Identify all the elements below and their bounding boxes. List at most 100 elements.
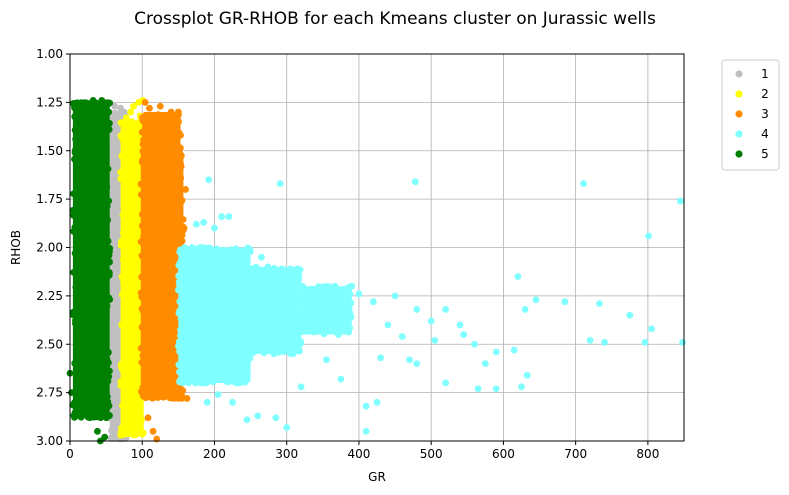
cluster-2-point (131, 120, 139, 128)
cluster-3-point (140, 340, 148, 348)
cluster-4-dense-region (178, 247, 251, 383)
cluster-4-point (177, 246, 184, 254)
cluster-3-dense-region (140, 150, 184, 399)
cluster-4-point (296, 266, 304, 274)
cluster-4-point (249, 335, 257, 343)
legend-marker-1 (735, 70, 743, 78)
cluster-4-point (348, 282, 356, 290)
cluster-3-point (138, 252, 146, 260)
cluster-5-point (105, 126, 113, 133)
cluster-4-point (645, 232, 653, 240)
cluster-4-point (492, 348, 500, 356)
cluster-3-point (139, 352, 147, 360)
cluster-3-point (149, 427, 157, 435)
cluster-3-point (180, 224, 188, 232)
cluster-5-point (104, 237, 112, 245)
cluster-3-point (137, 289, 145, 297)
x-axis: 0 100 200 300 400 500 600 700 800 (66, 441, 659, 461)
cluster-4-point (247, 275, 255, 283)
cluster-3-point (172, 393, 180, 401)
cluster-5-point (74, 101, 82, 109)
cluster-5-point (103, 302, 111, 310)
cluster-5-dense-region (72, 102, 110, 418)
cluster-3-point (177, 131, 184, 139)
cluster-2-point (117, 428, 125, 436)
cluster-4-point (377, 354, 385, 362)
legend-label-4: 4 (761, 127, 769, 141)
cluster-4-point (580, 180, 587, 188)
cluster-2-point (122, 114, 130, 122)
cluster-3-point (138, 388, 145, 396)
cluster-4-point (474, 385, 482, 393)
cluster-2-point (127, 108, 135, 116)
cluster-1-point (112, 422, 120, 429)
cluster-4-point (561, 298, 569, 306)
series-5 (66, 97, 114, 445)
cluster-4-point (532, 296, 540, 304)
cluster-4-point (355, 290, 363, 298)
cluster-4-point (326, 283, 333, 291)
plot-area (66, 97, 686, 445)
cluster-5-point (71, 155, 78, 163)
cluster-3-point (183, 395, 191, 402)
cluster-3-point (146, 104, 153, 112)
cluster-4-point (270, 265, 278, 273)
cluster-4-point (648, 325, 655, 333)
cluster-4-point (209, 378, 217, 386)
cluster-4-point (471, 340, 478, 348)
cluster-4-point (523, 371, 531, 379)
cluster-3-point (179, 216, 187, 223)
cluster-4-point (346, 324, 354, 331)
cluster-2-point (138, 416, 145, 424)
cluster-3-point (177, 160, 185, 168)
cluster-5-point (81, 99, 89, 107)
cluster-4-point (318, 283, 326, 291)
cluster-4-point (176, 377, 184, 384)
legend-box (721, 59, 780, 171)
y-axis: 1.00 1.25 1.50 1.75 2.00 2.25 2.50 2.75 3.00 (36, 47, 70, 448)
cluster-5-point (104, 165, 112, 173)
cluster-3-point (174, 146, 182, 153)
cluster-4-point (197, 376, 204, 384)
cluster-4-point (258, 253, 265, 261)
cluster-4-point (679, 338, 686, 346)
cluster-1-point (120, 108, 127, 116)
cluster-4-point (187, 246, 195, 254)
cluster-4-point (177, 361, 185, 369)
cluster-5-point (70, 310, 78, 318)
cluster-4-point (346, 290, 354, 298)
cluster-5-point (71, 249, 79, 257)
cluster-2-dense-region (120, 121, 144, 436)
x-tick-label: 300 (275, 447, 298, 461)
cluster-3-point (137, 238, 145, 246)
cluster-4-point (297, 338, 305, 346)
cluster-4-point (297, 383, 305, 391)
cluster-3-point (174, 108, 182, 116)
y-tick-label: 2.50 (36, 337, 63, 351)
legend-label-5: 5 (761, 147, 769, 161)
cluster-3-point (151, 149, 159, 157)
cluster-3-point (156, 392, 163, 400)
cluster-4-point (275, 348, 283, 356)
legend-label-2: 2 (761, 87, 769, 101)
cluster-5-point (105, 108, 113, 116)
cluster-4-point (641, 338, 649, 346)
y-axis-label: RHOB (9, 230, 23, 265)
cluster-3-point (178, 197, 186, 205)
cluster-5-point (106, 119, 113, 127)
cluster-4-point (246, 354, 254, 362)
cluster-5-point (104, 377, 112, 385)
cluster-5-point (101, 433, 109, 441)
y-tick-label: 1.50 (36, 144, 63, 158)
cluster-4-point (254, 412, 262, 420)
x-tick-label: 400 (347, 447, 370, 461)
cluster-3-point (139, 117, 147, 125)
cluster-5-point (77, 413, 85, 421)
cluster-4-point (200, 218, 208, 226)
cluster-5-point (105, 197, 113, 205)
legend-label-1: 1 (761, 67, 769, 81)
cluster-4-point (249, 291, 257, 299)
cluster-3-point (138, 211, 146, 218)
cluster-2-point (119, 229, 127, 237)
cluster-4-point (413, 360, 421, 367)
